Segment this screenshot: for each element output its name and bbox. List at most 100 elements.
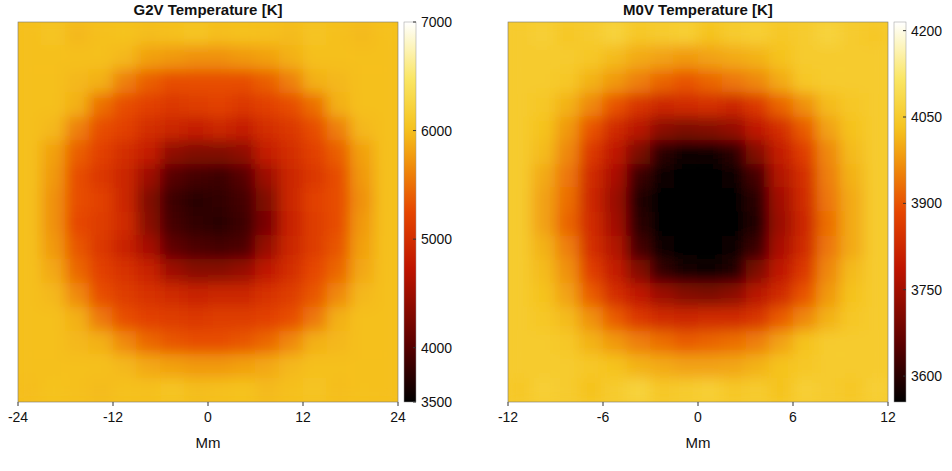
cell: [650, 45, 674, 69]
cell: [350, 330, 374, 354]
cell: [184, 93, 208, 117]
cell: [65, 164, 89, 188]
cell: [816, 212, 840, 236]
cell: [626, 235, 650, 259]
cell: [721, 307, 745, 331]
cell: [579, 212, 603, 236]
cell: [793, 164, 817, 188]
cell: [508, 378, 532, 402]
cell: [65, 22, 89, 46]
x-tick-label: -12: [103, 409, 123, 425]
cell: [184, 354, 208, 378]
cell: [303, 330, 327, 354]
cell: [18, 45, 42, 69]
cell: [769, 69, 793, 93]
cell: [531, 45, 555, 69]
cell: [303, 117, 327, 141]
cell: [555, 283, 579, 307]
cell: [508, 212, 532, 236]
x-tick-label: 12: [880, 409, 896, 425]
cell: [579, 22, 603, 46]
cell: [626, 45, 650, 69]
cell: [698, 307, 722, 331]
cell: [793, 283, 817, 307]
cell: [816, 259, 840, 283]
cell: [840, 259, 864, 283]
colorbar-tick-label: 3750: [911, 282, 942, 298]
cell: [350, 188, 374, 212]
cell: [350, 283, 374, 307]
cell: [698, 354, 722, 378]
colorbar-tick-label: 5000: [421, 231, 452, 247]
cell: [208, 235, 232, 259]
cell: [531, 93, 555, 117]
cell: [89, 259, 113, 283]
cell: [864, 212, 888, 236]
cell: [674, 307, 698, 331]
cell: [160, 22, 184, 46]
cell: [113, 354, 137, 378]
cell: [579, 330, 603, 354]
cell: [303, 283, 327, 307]
cell: [745, 188, 769, 212]
cell: [374, 283, 398, 307]
cell: [745, 235, 769, 259]
cell: [41, 188, 65, 212]
cell: [113, 140, 137, 164]
cell: [65, 330, 89, 354]
cell: [113, 69, 137, 93]
cell: [555, 188, 579, 212]
cell: [816, 93, 840, 117]
cell: [555, 93, 579, 117]
cell: [531, 69, 555, 93]
cell: [208, 283, 232, 307]
cell: [160, 283, 184, 307]
cell: [603, 164, 627, 188]
cell: [18, 307, 42, 331]
cell: [816, 378, 840, 402]
cell: [231, 378, 255, 402]
cell: [531, 307, 555, 331]
cell: [89, 307, 113, 331]
colorbar-tick-label: 4200: [911, 23, 942, 39]
cell: [113, 22, 137, 46]
cell: [555, 45, 579, 69]
cell: [18, 212, 42, 236]
cell: [698, 259, 722, 283]
colorbar-tick: [413, 239, 416, 240]
cell: [374, 117, 398, 141]
cell: [255, 283, 279, 307]
cell: [326, 330, 350, 354]
cell: [745, 330, 769, 354]
cell: [650, 93, 674, 117]
cell: [864, 283, 888, 307]
cell: [255, 140, 279, 164]
cell: [674, 235, 698, 259]
cell: [650, 283, 674, 307]
cell: [374, 45, 398, 69]
cell: [136, 378, 160, 402]
cell: [650, 378, 674, 402]
colorbar-tick-label: 3900: [911, 195, 942, 211]
cell: [769, 22, 793, 46]
cell: [674, 188, 698, 212]
cell: [555, 140, 579, 164]
cell: [745, 354, 769, 378]
colorbar: [894, 22, 906, 402]
cell: [508, 259, 532, 283]
cell: [89, 93, 113, 117]
cell: [208, 307, 232, 331]
cell: [326, 354, 350, 378]
cell: [769, 93, 793, 117]
colorbar-tick: [903, 203, 906, 204]
cell: [208, 164, 232, 188]
cell: [816, 164, 840, 188]
cell: [89, 378, 113, 402]
cell: [231, 93, 255, 117]
cell: [113, 93, 137, 117]
cell: [41, 164, 65, 188]
cell: [136, 69, 160, 93]
cell: [326, 69, 350, 93]
cell: [41, 69, 65, 93]
cell: [721, 235, 745, 259]
